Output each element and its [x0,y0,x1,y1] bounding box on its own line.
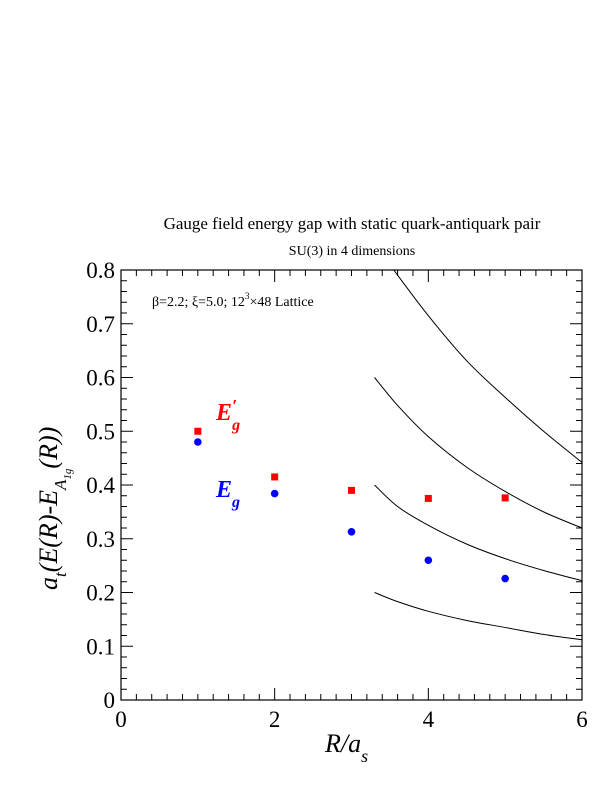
theory-curve-3 [374,377,583,529]
series-label-eg-prime: E′ g [215,396,240,434]
x-tick-label: 6 [576,707,588,732]
y-label-sub1: t [51,571,70,577]
eg-main: E [215,477,232,503]
eg-prime-mark: ′ [232,396,237,416]
y-tick-label: 0 [104,688,116,713]
lattice-annotation: β=2.2; ξ=5.0; 123×48 Lattice [152,291,314,310]
annotation-superscript: 3 [245,291,250,301]
y-label-subsub: 1g [62,468,74,480]
y-tick-labels: 0 0.1 0.2 0.3 0.4 0.5 0.6 0.7 0.8 [86,258,115,713]
annotation-suffix: ×48 Lattice [249,295,313,310]
eg-prime-main: E [215,400,232,426]
chart-title: Gauge field energy gap with static quark… [164,214,541,233]
series-label-eg: Eg [215,477,240,511]
y-label-part1: a [34,577,63,590]
point-eg [194,438,202,446]
x-tick-label: 0 [115,707,127,732]
eg-prime-sub: g [231,417,240,434]
x-axis-label-main: R/a [324,729,361,758]
point-eg [270,489,279,498]
point-eg-prime [194,427,202,435]
x-tick-labels: 0 2 4 6 [115,707,588,732]
y-tick-label: 0.5 [86,419,115,444]
y-tick-label: 0.1 [86,634,115,659]
chart-subtitle: SU(3) in 4 dimensions [289,244,415,259]
y-label-part3: (R)) [34,427,63,469]
y-tick-label: 0.3 [86,527,115,552]
data-points [194,427,509,583]
y-tick-label: 0.4 [86,473,115,498]
point-eg [501,574,509,583]
axis-ticks [120,269,583,701]
x-axis-label: R/as [324,729,368,766]
point-eg-prime [348,486,355,494]
y-tick-label: 0.2 [86,581,115,606]
theory-curves [374,269,583,641]
x-tick-label: 2 [269,707,281,732]
y-axis-label: at(E(R)-EA1g(R)) [34,427,74,590]
plot-frame [120,269,583,701]
point-eg-prime [501,494,509,502]
y-label-sub2: A [51,479,70,491]
x-tick-label: 4 [423,707,435,732]
y-tick-label: 0.8 [86,258,115,283]
point-eg [424,556,433,565]
point-eg-prime [271,473,279,481]
theory-curve-4 [393,269,583,463]
point-eg [347,527,356,536]
y-tick-label: 0.6 [86,366,115,391]
x-axis-label-sub: s [361,746,368,766]
eg-sub: g [231,494,240,511]
point-eg-prime [424,494,432,502]
annotation-prefix: β=2.2; ξ=5.0; 12 [152,295,245,310]
y-tick-label: 0.7 [86,312,115,337]
theory-curve-1 [374,592,583,641]
theory-curve-2 [374,484,583,582]
y-label-part2: (E(R)-E [34,490,63,572]
